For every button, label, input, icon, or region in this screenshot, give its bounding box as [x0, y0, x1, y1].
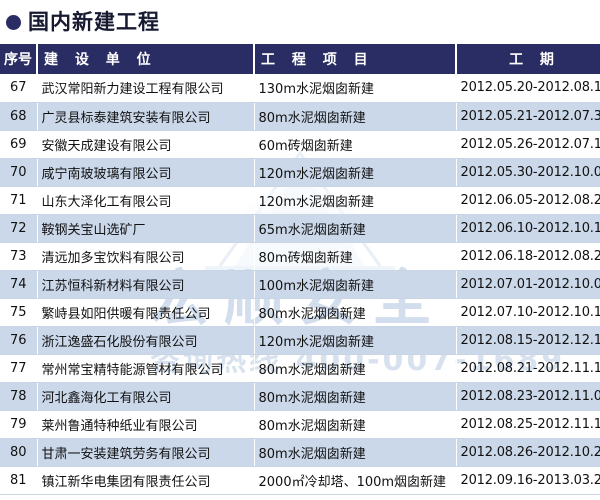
cell-project: 120m水泥烟囱新建 — [253, 326, 456, 355]
cell-project: 80m水泥烟囱新建 — [253, 410, 456, 439]
cell-date: 2012.07.10-2012.10.10 — [455, 298, 600, 327]
cell-project: 80m砖烟囱新建 — [253, 242, 456, 271]
table-row: 77 常州常宝精特能源管材有限公司 80m水泥烟囱新建 2012.08.21-2012… — [0, 354, 600, 383]
column-header-no: 序号 — [0, 44, 38, 74]
bullet-icon — [6, 14, 21, 30]
cell-unit: 繁峙县如阳供暖有限责任公司 — [36, 298, 254, 327]
cell-date: 2012.05.20-2012.08.10 — [455, 74, 600, 103]
cell-project: 60m砖烟囱新建 — [253, 130, 456, 159]
page-title: 国内新建工程 — [28, 9, 160, 34]
cell-project: 80m水泥烟囱新建 — [253, 382, 456, 411]
cell-unit: 清远加多宝饮料有限公司 — [36, 242, 254, 271]
cell-no: 73 — [0, 242, 37, 271]
cell-unit: 安徽天成建设有限公司 — [36, 130, 254, 159]
cell-date: 2012.08.25-2012.11.15 — [455, 410, 600, 439]
cell-unit: 莱州鲁通特种纸业有限公司 — [36, 410, 254, 439]
cell-project: 80m水泥烟囱新建 — [253, 354, 456, 383]
cell-date: 2012.06.05-2012.08.25 — [455, 186, 600, 215]
table-head: 序号 建 设 单 位 工 程 项 目 工 期 — [0, 44, 600, 74]
cell-unit: 咸宁南玻玻璃有限公司 — [36, 158, 254, 187]
table-row: 70 咸宁南玻玻璃有限公司 120m水泥烟囱新建 2012.05.30-2012.10… — [0, 158, 600, 187]
cell-date: 2012.05.26-2012.07.16 — [455, 130, 600, 159]
table-row: 78 河北鑫海化工有限公司 80m水泥烟囱新建 2012.08.23-2012.11.… — [0, 382, 600, 411]
cell-project: 100m水泥烟囱新建 — [253, 270, 456, 299]
column-header-date: 工 期 — [455, 44, 600, 74]
table-row: 68 广灵县标泰建筑安装有限公司 80m水泥烟囱新建 2012.05.21-2012.… — [0, 102, 600, 131]
table-row: 72 鞍钢关宝山选矿厂 65m水泥烟囱新建 2012.06.10-2012.10.10 — [0, 214, 600, 243]
cell-no: 72 — [0, 214, 37, 243]
table-row: 81 镇江新华电集团有限责任公司 2000㎡冷却塔、100m烟囱新建 2012.09.… — [0, 466, 600, 495]
cell-no: 70 — [0, 158, 37, 187]
cell-date: 2012.08.21-2012.11.10 — [455, 354, 600, 383]
cell-project: 80m水泥烟囱新建 — [253, 298, 456, 327]
cell-no: 81 — [0, 466, 37, 495]
cell-no: 76 — [0, 326, 37, 355]
cell-no: 68 — [0, 102, 37, 131]
cell-no: 67 — [0, 74, 37, 103]
page-title-bar: 国内新建工程 — [0, 0, 600, 44]
cell-date: 2012.08.26-2012.10.24 — [455, 438, 600, 467]
cell-date: 2012.05.30-2012.10.09 — [455, 158, 600, 187]
column-header-unit: 建 设 单 位 — [36, 44, 255, 74]
cell-no: 80 — [0, 438, 37, 467]
cell-date: 2012.08.23-2012.11.02 — [455, 382, 600, 411]
table-row: 67 武汉常阳新力建设工程有限公司 130m水泥烟囱新建 2012.05.20-201… — [0, 74, 600, 103]
cell-unit: 镇江新华电集团有限责任公司 — [36, 466, 254, 495]
table-body: 67 武汉常阳新力建设工程有限公司 130m水泥烟囱新建 2012.05.20-201… — [0, 74, 600, 495]
projects-table-wrap: 序号 建 设 单 位 工 程 项 目 工 期 67 武汉常阳新力建设工程有限公司 1… — [0, 44, 600, 495]
cell-no: 75 — [0, 298, 37, 327]
cell-unit: 江苏恒科新材料有限公司 — [36, 270, 254, 299]
column-header-proj: 工 程 项 目 — [253, 44, 457, 74]
cell-date: 2012.06.10-2012.10.10 — [455, 214, 600, 243]
cell-project: 130m水泥烟囱新建 — [253, 74, 456, 103]
table-row: 80 甘肃一安装建筑劳务有限公司 80m水泥烟囱新建 2012.08.26-2012.… — [0, 438, 600, 467]
cell-project: 80m水泥烟囱新建 — [253, 102, 456, 131]
cell-date: 2012.09.16-2013.03.28 — [455, 466, 600, 495]
cell-unit: 鞍钢关宝山选矿厂 — [36, 214, 254, 243]
cell-no: 79 — [0, 410, 37, 439]
cell-project: 80m水泥烟囱新建 — [253, 438, 456, 467]
cell-project: 65m水泥烟囱新建 — [253, 214, 456, 243]
table-row: 79 莱州鲁通特种纸业有限公司 80m水泥烟囱新建 2012.08.25-2012.1… — [0, 410, 600, 439]
cell-no: 74 — [0, 270, 37, 299]
cell-no: 78 — [0, 382, 37, 411]
cell-unit: 武汉常阳新力建设工程有限公司 — [36, 74, 254, 103]
cell-unit: 常州常宝精特能源管材有限公司 — [36, 354, 254, 383]
table-row: 75 繁峙县如阳供暖有限责任公司 80m水泥烟囱新建 2012.07.10-2012.… — [0, 298, 600, 327]
table-header-row: 序号 建 设 单 位 工 程 项 目 工 期 — [0, 44, 600, 74]
cell-project: 120m水泥烟囱新建 — [253, 158, 456, 187]
cell-unit: 广灵县标泰建筑安装有限公司 — [36, 102, 254, 131]
cell-date: 2012.07.01-2012.10.01 — [455, 270, 600, 299]
cell-date: 2012.05.21-2012.07.30 — [455, 102, 600, 131]
cell-unit: 河北鑫海化工有限公司 — [36, 382, 254, 411]
cell-no: 71 — [0, 186, 37, 215]
cell-unit: 浙江逸盛石化股份有限公司 — [36, 326, 254, 355]
cell-project: 2000㎡冷却塔、100m烟囱新建 — [253, 466, 456, 495]
table-row: 74 江苏恒科新材料有限公司 100m水泥烟囱新建 2012.07.01-2012.1… — [0, 270, 600, 299]
cell-date: 2012.08.15-2012.12.15 — [455, 326, 600, 355]
cell-no: 77 — [0, 354, 37, 383]
cell-unit: 甘肃一安装建筑劳务有限公司 — [36, 438, 254, 467]
table-row: 76 浙江逸盛石化股份有限公司 120m水泥烟囱新建 2012.08.15-2012.… — [0, 326, 600, 355]
table-row: 71 山东大泽化工有限公司 120m水泥烟囱新建 2012.06.05-2012.08… — [0, 186, 600, 215]
projects-table: 序号 建 设 单 位 工 程 项 目 工 期 67 武汉常阳新力建设工程有限公司 1… — [0, 44, 600, 495]
cell-date: 2012.06.18-2012.08.22 — [455, 242, 600, 271]
cell-project: 120m水泥烟囱新建 — [253, 186, 456, 215]
table-row: 73 清远加多宝饮料有限公司 80m砖烟囱新建 2012.06.18-2012.08.… — [0, 242, 600, 271]
cell-unit: 山东大泽化工有限公司 — [36, 186, 254, 215]
cell-no: 69 — [0, 130, 37, 159]
table-row: 69 安徽天成建设有限公司 60m砖烟囱新建 2012.05.26-2012.07.1… — [0, 130, 600, 159]
